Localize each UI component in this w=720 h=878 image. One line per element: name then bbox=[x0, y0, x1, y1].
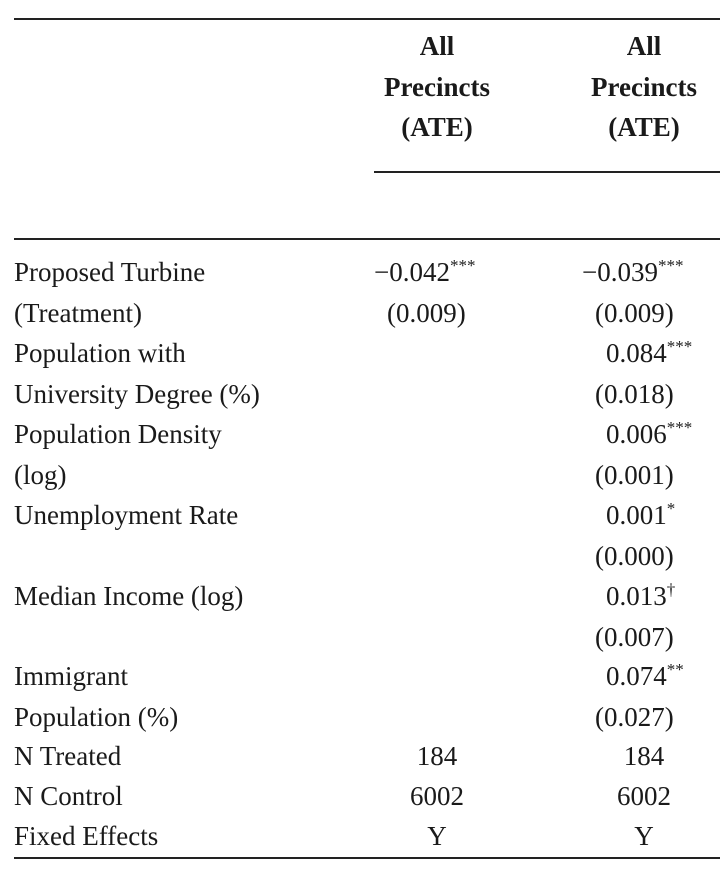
coef-value: 0.074 bbox=[606, 661, 667, 691]
column-header-1-line-1: All bbox=[419, 31, 455, 61]
mid-rule bbox=[14, 238, 720, 240]
footer-value: Y bbox=[634, 821, 654, 851]
coef-immigrant-population-col2: 0.074** bbox=[606, 656, 684, 697]
row-label-immigrant-population: Immigrant Population (%) bbox=[14, 656, 178, 737]
column-header-2: All Precincts (ATE) bbox=[564, 26, 720, 148]
row-label-n-treated: N Treated bbox=[14, 736, 121, 777]
coef-value: 0.001 bbox=[606, 500, 667, 530]
footer-value: 184 bbox=[623, 741, 665, 771]
significance-stars: *** bbox=[666, 418, 693, 437]
n-control-col1: 6002 bbox=[357, 776, 517, 817]
se-university-degree-col2: (0.018) bbox=[595, 374, 674, 415]
footer-value: 6002 bbox=[410, 781, 464, 811]
row-label-line: Fixed Effects bbox=[14, 821, 159, 851]
fixed-effects-col1: Y bbox=[357, 816, 517, 857]
se-value: (0.018) bbox=[595, 378, 674, 409]
coef-median-income-col2: 0.013† bbox=[606, 576, 675, 617]
coef-value: −0.042 bbox=[374, 257, 450, 287]
se-value: (0.007) bbox=[595, 621, 674, 652]
coef-unemployment-rate-col2: 0.001* bbox=[606, 495, 675, 536]
se-value: (0.000) bbox=[595, 540, 674, 571]
row-label-fixed-effects: Fixed Effects bbox=[14, 816, 158, 857]
row-label-line: Unemployment Rate bbox=[14, 500, 239, 530]
row-label-line: (log) bbox=[14, 459, 67, 490]
row-label-n-control: N Control bbox=[14, 776, 123, 817]
coef-value: 0.013 bbox=[606, 581, 667, 611]
column-header-2-line-1: All bbox=[626, 31, 662, 61]
bottom-rule bbox=[14, 857, 720, 859]
row-label-treatment: Proposed Turbine (Treatment) bbox=[14, 252, 205, 333]
se-value: (0.027) bbox=[595, 701, 674, 732]
row-label-line: (Treatment) bbox=[14, 297, 142, 328]
significance-stars: *** bbox=[449, 256, 476, 275]
se-value: (0.001) bbox=[595, 459, 674, 490]
coef-value: −0.039 bbox=[582, 257, 658, 287]
se-population-density-col2: (0.001) bbox=[595, 455, 674, 496]
row-label-line: Population Density bbox=[14, 419, 222, 449]
row-label-line: University Degree (%) bbox=[14, 378, 260, 409]
row-label-line: Proposed Turbine bbox=[14, 257, 206, 287]
n-control-col2: 6002 bbox=[564, 776, 720, 817]
significance-stars: *** bbox=[657, 256, 684, 275]
se-value: (0.009) bbox=[387, 297, 466, 328]
row-label-unemployment-rate: Unemployment Rate bbox=[14, 495, 238, 536]
row-label-line: Population with bbox=[14, 338, 186, 368]
row-label-line: N Control bbox=[14, 781, 123, 811]
column-header-2-line-3: (ATE) bbox=[608, 112, 680, 142]
footer-value: 6002 bbox=[617, 781, 671, 811]
row-label-line: Median Income (log) bbox=[14, 581, 244, 611]
fixed-effects-col2: Y bbox=[564, 816, 720, 857]
significance-stars: * bbox=[666, 499, 676, 518]
n-treated-col1: 184 bbox=[357, 736, 517, 777]
row-label-line: N Treated bbox=[14, 741, 122, 771]
se-unemployment-rate-col2: (0.000) bbox=[595, 536, 674, 577]
se-value: (0.009) bbox=[595, 297, 674, 328]
row-label-line: Population (%) bbox=[14, 701, 179, 732]
coef-value: 0.006 bbox=[606, 419, 667, 449]
se-median-income-col2: (0.007) bbox=[595, 617, 674, 658]
column-header-1-line-2: Precincts bbox=[384, 71, 490, 102]
column-header-1: All Precincts (ATE) bbox=[357, 26, 517, 148]
se-treatment-col1: (0.009) bbox=[387, 293, 466, 334]
significance-stars: *** bbox=[666, 337, 693, 356]
n-treated-col2: 184 bbox=[564, 736, 720, 777]
coef-treatment-col1: −0.042*** bbox=[374, 252, 475, 293]
footer-value: 184 bbox=[416, 741, 458, 771]
se-immigrant-population-col2: (0.027) bbox=[595, 697, 674, 738]
row-label-population-density: Population Density (log) bbox=[14, 414, 222, 495]
significance-stars: † bbox=[666, 580, 676, 599]
footer-value: Y bbox=[427, 821, 447, 851]
top-rule bbox=[14, 18, 720, 20]
coef-population-density-col2: 0.006*** bbox=[606, 414, 692, 455]
coef-treatment-col2: −0.039*** bbox=[582, 252, 683, 293]
row-label-median-income: Median Income (log) bbox=[14, 576, 243, 617]
coef-value: 0.084 bbox=[606, 338, 667, 368]
column-header-1-line-3: (ATE) bbox=[401, 112, 473, 142]
column-header-2-line-2: Precincts bbox=[591, 71, 697, 102]
header-underline bbox=[374, 171, 720, 173]
row-label-line: Immigrant bbox=[14, 661, 128, 691]
se-treatment-col2: (0.009) bbox=[595, 293, 674, 334]
significance-stars: ** bbox=[666, 660, 684, 679]
row-label-university-degree: Population with University Degree (%) bbox=[14, 333, 260, 414]
coef-university-degree-col2: 0.084*** bbox=[606, 333, 692, 374]
